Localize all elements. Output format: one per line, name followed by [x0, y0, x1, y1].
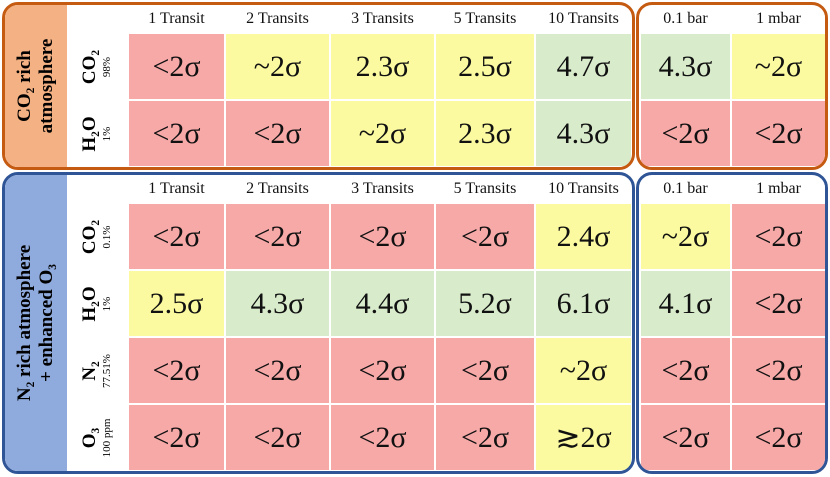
significance-cell: <2σ — [129, 405, 224, 470]
molecule-name: O₃ — [78, 427, 100, 448]
molecule-label: CO₂ 0.1% — [78, 219, 114, 254]
significance-cell: <2σ — [641, 338, 730, 403]
column-header: 5 Transits — [436, 176, 534, 202]
significance-cell: <2σ — [226, 405, 329, 470]
significance-cell: 4.1σ — [641, 271, 730, 336]
significance-cell: 2.3σ — [331, 34, 434, 99]
column-header: 2 Transits — [226, 6, 329, 32]
significance-cell: <2σ — [226, 101, 329, 166]
panel-label-text: CO₂ rich atmosphere — [14, 39, 58, 134]
significance-cell: 4.3σ — [536, 101, 631, 166]
molecule-name: CO₂ — [78, 219, 100, 254]
significance-cell: <2σ — [129, 34, 224, 99]
significance-cell: 5.2σ — [436, 271, 534, 336]
panel-label-text: N₂ rich atmosphere + enhanced O₃ — [14, 245, 58, 401]
molecule-name: H₂O — [78, 285, 100, 322]
panel-label-line: + enhanced O₃ — [36, 264, 57, 382]
molecule-cell: H₂O 1% — [67, 271, 126, 336]
molecule-label: H₂O 1% — [78, 285, 114, 322]
panel-label-line: CO₂ rich — [14, 50, 35, 122]
significance-cell: <2σ — [641, 101, 730, 166]
significance-cell: <2σ — [641, 405, 730, 470]
abundance: 0.1% — [100, 225, 113, 248]
molecule-cell: CO₂ 0.1% — [67, 204, 126, 269]
panel-label-line: atmosphere — [36, 38, 57, 134]
molecule-label: N₂ 77.51% — [78, 353, 114, 388]
abundance: 98% — [100, 56, 113, 77]
significance-cell: ~2σ — [536, 338, 631, 403]
panel-box: 0.1 bar 1 mbar ~2σ <2σ 4.1σ <2σ <2σ <2σ <2σ <2σ — [636, 172, 828, 474]
column-header: 3 Transits — [331, 6, 434, 32]
significance-cell: <2σ — [226, 204, 329, 269]
column-header: 0.1 bar — [641, 176, 730, 202]
molecule-cell: O₃ 100 ppm — [67, 405, 126, 470]
significance-cell: <2σ — [732, 271, 825, 336]
significance-cell: 4.3σ — [226, 271, 329, 336]
molecule-cell: H₂O 1% — [67, 101, 126, 166]
column-header: 1 Transit — [129, 176, 224, 202]
significance-cell: <2σ — [226, 338, 329, 403]
abundance: 77.51% — [100, 353, 113, 388]
significance-cell: <2σ — [436, 405, 534, 470]
significance-cell: ≳2σ — [536, 405, 631, 470]
significance-cell: 4.7σ — [536, 34, 631, 99]
molecule-label: CO₂ 98% — [78, 49, 114, 84]
panel-label: N₂ rich atmosphere + enhanced O₃ — [5, 175, 67, 471]
significance-cell: 6.1σ — [536, 271, 631, 336]
significance-cell: <2σ — [129, 204, 224, 269]
molecule-name: N₂ — [78, 360, 100, 381]
molecule-label: O₃ 100 ppm — [78, 418, 114, 457]
significance-cell: 2.4σ — [536, 204, 631, 269]
molecule-name: H₂O — [78, 115, 100, 152]
panel-label: CO₂ rich atmosphere — [5, 5, 67, 167]
significance-cell: <2σ — [331, 204, 434, 269]
molecule-label: H₂O 1% — [78, 115, 114, 152]
significance-cell: ~2σ — [732, 34, 825, 99]
significance-cell: <2σ — [129, 101, 224, 166]
column-header: 10 Transits — [536, 6, 631, 32]
column-header: 1 mbar — [732, 176, 825, 202]
significance-cell: <2σ — [331, 405, 434, 470]
significance-cell: <2σ — [732, 338, 825, 403]
molecule-cell: N₂ 77.51% — [67, 338, 126, 403]
significance-cell: <2σ — [129, 338, 224, 403]
molecule-cell: CO₂ 98% — [67, 34, 126, 99]
significance-cell: 2.5σ — [436, 34, 534, 99]
column-header: 3 Transits — [331, 176, 434, 202]
significance-cell: <2σ — [436, 338, 534, 403]
panel-label-line: N₂ rich atmosphere — [14, 244, 35, 402]
abundance: 100 ppm — [100, 418, 113, 457]
column-header: 0.1 bar — [641, 6, 730, 32]
significance-cell: 4.4σ — [331, 271, 434, 336]
abundance: 1% — [100, 296, 113, 311]
column-header: 1 mbar — [732, 6, 825, 32]
significance-cell: ~2σ — [331, 101, 434, 166]
panel-box: 0.1 bar 1 mbar 4.3σ ~2σ <2σ <2σ — [636, 2, 828, 170]
panel-box: CO₂ rich atmosphere 1 Transit 2 Transits 3 T… — [2, 2, 635, 170]
significance-cell: <2σ — [331, 338, 434, 403]
column-header: 1 Transit — [129, 6, 224, 32]
significance-cell: ~2σ — [226, 34, 329, 99]
molecule-name: CO₂ — [78, 49, 100, 84]
significance-cell: 4.3σ — [641, 34, 730, 99]
panel-box: N₂ rich atmosphere + enhanced O₃ 1 Transit… — [2, 172, 635, 474]
column-header: 10 Transits — [536, 176, 631, 202]
significance-cell: <2σ — [732, 101, 825, 166]
significance-cell: 2.5σ — [129, 271, 224, 336]
significance-cell: <2σ — [732, 405, 825, 470]
significance-cell: 2.3σ — [436, 101, 534, 166]
significance-cell: ~2σ — [641, 204, 730, 269]
column-header: 2 Transits — [226, 176, 329, 202]
significance-cell: <2σ — [436, 204, 534, 269]
significance-cell: <2σ — [732, 204, 825, 269]
column-header: 5 Transits — [436, 6, 534, 32]
abundance: 1% — [100, 126, 113, 141]
